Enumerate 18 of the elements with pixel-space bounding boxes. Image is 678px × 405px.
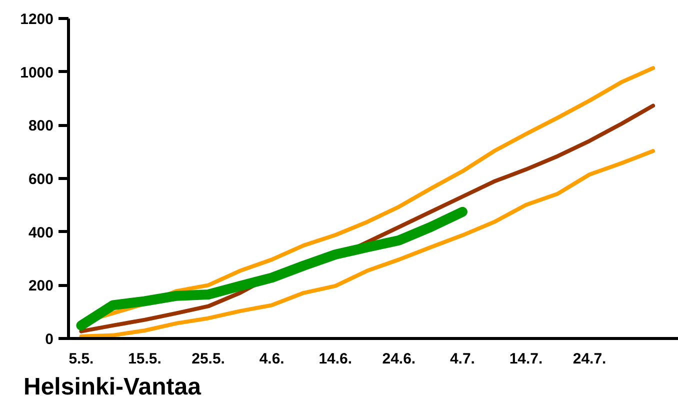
x-tick-label: 4.7.	[450, 350, 475, 368]
y-tick-label: 0	[45, 331, 54, 348]
y-tick-label: 200	[28, 278, 54, 295]
x-tick-label: 15.5.	[128, 350, 162, 368]
y-tick-label: 1000	[20, 64, 54, 82]
y-tick-label: 1200	[20, 11, 54, 28]
text: Helsinki-Vantaa	[24, 374, 202, 400]
x-tick-label: 24.7.	[572, 350, 606, 368]
x-tick-label: 25.5.	[192, 350, 225, 368]
y-tick-label: 400	[28, 224, 54, 242]
x-tick-label: 5.5.	[68, 350, 94, 368]
x-tick-label: 14.7.	[509, 350, 543, 368]
y-tick-label: 600	[28, 171, 54, 188]
x-tick-label: 24.6.	[382, 350, 416, 368]
x-tick-label: 4.6.	[259, 350, 284, 368]
x-tick-label: 14.6.	[318, 350, 352, 368]
line-series	[79, 149, 656, 338]
y-tick-label: 800	[28, 118, 54, 135]
